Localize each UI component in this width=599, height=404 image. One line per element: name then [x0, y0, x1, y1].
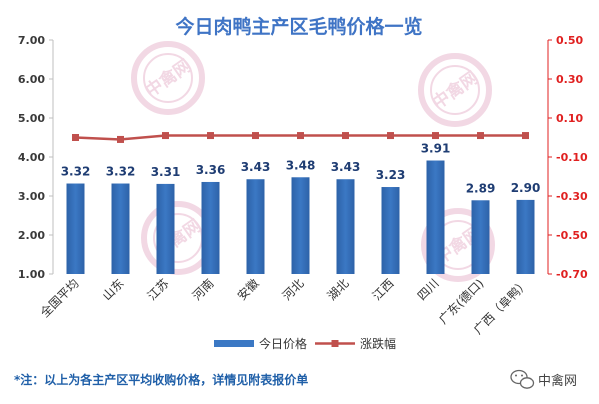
bar-value-label: 3.91: [421, 142, 451, 156]
bar-value-label: 2.89: [466, 181, 496, 195]
category-label: 山东: [100, 276, 127, 303]
bar: [381, 187, 400, 274]
change-point: [207, 132, 214, 140]
legend-label-bar: 今日价格: [259, 336, 307, 351]
data-labels: 3.32 3.32 3.31 3.36 3.43 3.48 3.43 3.23 3.91 2.89…: [61, 142, 541, 196]
category-label: 四川: [415, 276, 442, 303]
left-axis: 1.00 2.00 3.00 4.00 5.00 6.00 7.00: [18, 34, 54, 281]
bar-value-label: 3.43: [241, 160, 271, 174]
watermark: 中禽网: [131, 41, 205, 115]
change-point: [297, 132, 304, 140]
right-tick-label: 0.10: [556, 112, 583, 125]
category-label: 安徽: [234, 276, 262, 304]
change-point: [342, 132, 349, 140]
category-label: 江西: [370, 276, 397, 303]
left-tick-label: 5.00: [18, 112, 45, 125]
right-axis: -0.70 -0.50 -0.30 -0.10 0.10 0.30 0.50: [547, 34, 588, 281]
legend-swatch-bar: [214, 340, 254, 347]
wechat-icon: [510, 369, 535, 389]
change-point: [432, 132, 439, 140]
bar: [471, 200, 490, 274]
category-label: 河北: [280, 276, 307, 303]
bar-value-label: 2.90: [511, 181, 541, 195]
category-label: 河南: [189, 276, 217, 304]
bar-value-label: 3.23: [376, 168, 406, 182]
bar: [156, 183, 175, 274]
legend: 今日价格 涨跌幅: [214, 336, 396, 351]
change-point: [522, 132, 529, 140]
category-label: 湖北: [324, 276, 352, 304]
bar: [201, 181, 220, 274]
bar: [336, 179, 355, 274]
change-point: [72, 134, 79, 141]
brand-name: 中禽网: [538, 373, 577, 389]
right-tick-label: -0.70: [556, 268, 588, 281]
change-point: [477, 132, 484, 140]
right-tick-label: 0.50: [556, 34, 583, 47]
bar-series: [66, 160, 535, 274]
bar-value-label: 3.48: [286, 158, 316, 172]
legend-marker-line: [331, 340, 339, 347]
left-tick-label: 6.00: [18, 73, 45, 86]
change-point: [252, 132, 259, 140]
bar: [246, 179, 265, 274]
footnote: *注：以上为各主产区平均收购价格，详情见附表报价单: [14, 372, 308, 387]
bar: [516, 199, 535, 274]
legend-label-line: 涨跌幅: [360, 336, 396, 351]
line-series: [72, 132, 529, 143]
watermark: 中禽网: [418, 53, 492, 127]
bar: [291, 177, 310, 274]
bar-value-label: 3.32: [106, 165, 136, 179]
left-tick-label: 3.00: [18, 190, 45, 203]
bar-value-label: 3.31: [151, 165, 181, 179]
brand-mark: 中禽网: [510, 369, 577, 389]
bar: [66, 183, 85, 274]
left-tick-label: 1.00: [18, 268, 45, 281]
right-tick-label: -0.10: [556, 151, 588, 164]
change-point: [387, 132, 394, 140]
right-tick-label: -0.50: [556, 229, 588, 242]
right-tick-label: -0.30: [556, 190, 588, 203]
category-label: 全国平均: [37, 276, 82, 321]
left-tick-label: 7.00: [18, 34, 45, 47]
right-tick-label: 0.30: [556, 73, 583, 86]
chart-title: 今日肉鸭主产区毛鸭价格一览: [174, 15, 422, 38]
change-point: [162, 132, 169, 140]
category-label: 江苏: [145, 276, 172, 303]
bar-value-label: 3.32: [61, 165, 91, 179]
bar: [426, 160, 445, 274]
left-tick-label: 2.00: [18, 229, 45, 242]
bar-value-label: 3.36: [196, 163, 226, 177]
bar: [111, 183, 130, 274]
change-point: [117, 135, 124, 143]
left-tick-label: 4.00: [18, 151, 45, 164]
bar-value-label: 3.43: [331, 160, 361, 174]
